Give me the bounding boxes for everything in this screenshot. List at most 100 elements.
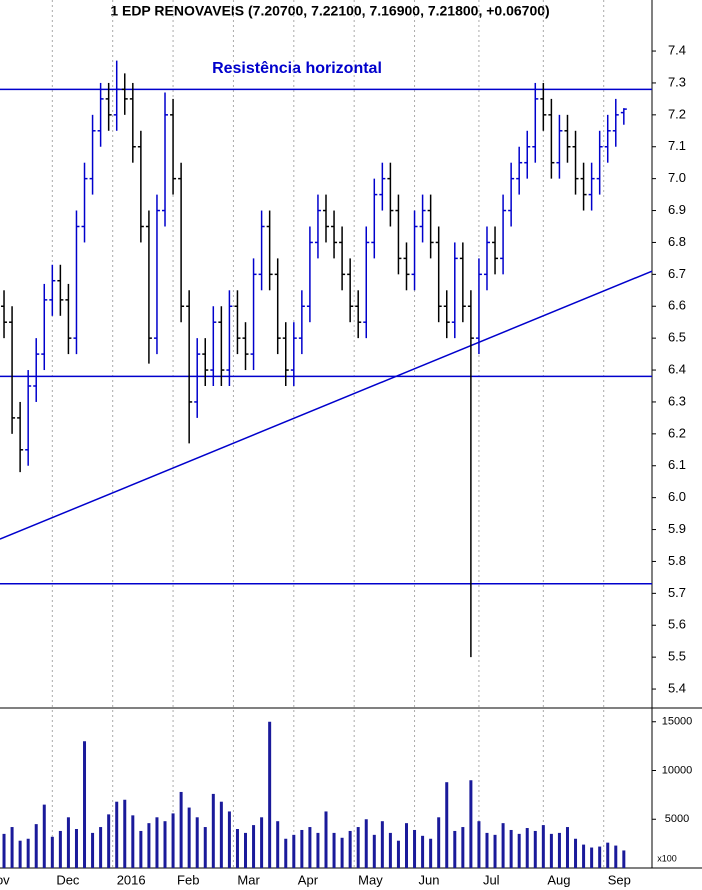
volume-bar (50, 836, 54, 868)
y-tick-label: 5.8 (668, 553, 686, 568)
x-tick-label: ov (0, 872, 10, 887)
volume-bar (252, 825, 256, 868)
volume-bar (219, 801, 223, 868)
volume-bar (541, 825, 545, 868)
x-tick-label: May (358, 872, 383, 887)
volume-bar (372, 834, 376, 868)
y-tick-label: 6.9 (668, 202, 686, 217)
volume-bar (622, 850, 626, 868)
volume-bar (501, 823, 505, 868)
volume-bar (582, 844, 586, 868)
volume-unit: x100 (657, 853, 677, 863)
volume-bar (380, 821, 384, 868)
volume-bar (91, 832, 95, 868)
y-tick-label: 6.5 (668, 330, 686, 345)
volume-bar (131, 815, 135, 868)
volume-bar (74, 829, 78, 868)
y-tick-label: 5.5 (668, 649, 686, 664)
volume-bar (606, 842, 610, 868)
volume-bar (235, 829, 239, 868)
y-tick-label: 7.2 (668, 106, 686, 121)
volume-bar (308, 827, 312, 868)
volume-bar (404, 823, 408, 868)
volume-bar (203, 827, 207, 868)
y-tick-label: 7.0 (668, 170, 686, 185)
volume-bar (565, 827, 569, 868)
x-tick-label: Sep (608, 872, 631, 887)
volume-bar (187, 807, 191, 868)
y-tick-label: 5.7 (668, 585, 686, 600)
y-tick-label: 6.3 (668, 393, 686, 408)
volume-bar (356, 827, 360, 868)
volume-bar (348, 830, 352, 868)
volume-bar (493, 834, 497, 868)
volume-bar (340, 837, 344, 868)
volume-tick-label: 15000 (662, 716, 693, 728)
volume-bar (163, 821, 167, 868)
volume-bar (396, 840, 400, 868)
volume-bar (99, 827, 103, 868)
volume-bar (284, 838, 288, 868)
volume-bar (139, 830, 143, 868)
volume-bar (590, 847, 594, 868)
x-tick-label: 2016 (117, 872, 146, 887)
volume-bar (574, 838, 578, 868)
x-tick-label: Feb (177, 872, 199, 887)
volume-bar (525, 828, 529, 868)
x-tick-label: Aug (547, 872, 570, 887)
y-tick-label: 6.7 (668, 266, 686, 281)
volume-bar (171, 813, 175, 868)
volume-bar (155, 817, 159, 868)
volume-bar (413, 829, 417, 868)
volume-bar (123, 799, 127, 868)
volume-bar (268, 721, 272, 868)
volume-bar (324, 811, 328, 868)
volume-bar (517, 833, 521, 868)
volume-bar (461, 827, 465, 868)
trend-line (0, 270, 653, 540)
volume-bar (276, 821, 280, 868)
y-tick-label: 7.3 (668, 74, 686, 89)
volume-bar (557, 832, 561, 868)
y-tick-label: 6.2 (668, 425, 686, 440)
volume-bar (332, 832, 336, 868)
volume-bar (429, 838, 433, 868)
volume-bar (485, 832, 489, 868)
volume-bar (195, 817, 199, 868)
volume-bar (292, 834, 296, 868)
volume-bar (58, 830, 62, 868)
volume-bar (244, 832, 248, 868)
x-tick-label: Apr (298, 872, 319, 887)
volume-bar (10, 827, 14, 868)
volume-bar (107, 814, 111, 868)
y-tick-label: 5.4 (668, 680, 686, 695)
y-tick-label: 6.0 (668, 489, 686, 504)
volume-bar (66, 817, 70, 868)
volume-bar (179, 791, 183, 868)
volume-bar (300, 829, 304, 868)
y-tick-label: 6.8 (668, 234, 686, 249)
y-tick-label: 6.4 (668, 361, 686, 376)
volume-bar (533, 830, 537, 868)
volume-bar (598, 846, 602, 868)
y-tick-label: 7.1 (668, 138, 686, 153)
volume-bar (227, 811, 231, 868)
volume-bar (34, 824, 38, 868)
y-tick-label: 6.6 (668, 298, 686, 313)
volume-bar (42, 804, 46, 868)
volume-bar (453, 830, 457, 868)
volume-bar (445, 782, 449, 868)
volume-bar (2, 833, 6, 868)
x-tick-label: Jun (419, 872, 440, 887)
volume-bar (316, 832, 320, 868)
volume-tick-label: 10000 (662, 764, 693, 776)
volume-bar (509, 829, 513, 868)
volume-bar (211, 793, 215, 868)
chart-title: 1 EDP RENOVAVEIS (7.20700, 7.22100, 7.16… (110, 3, 549, 19)
y-tick-label: 5.6 (668, 617, 686, 632)
volume-bar (18, 840, 22, 868)
volume-bar (260, 817, 264, 868)
volume-bar (477, 821, 481, 868)
